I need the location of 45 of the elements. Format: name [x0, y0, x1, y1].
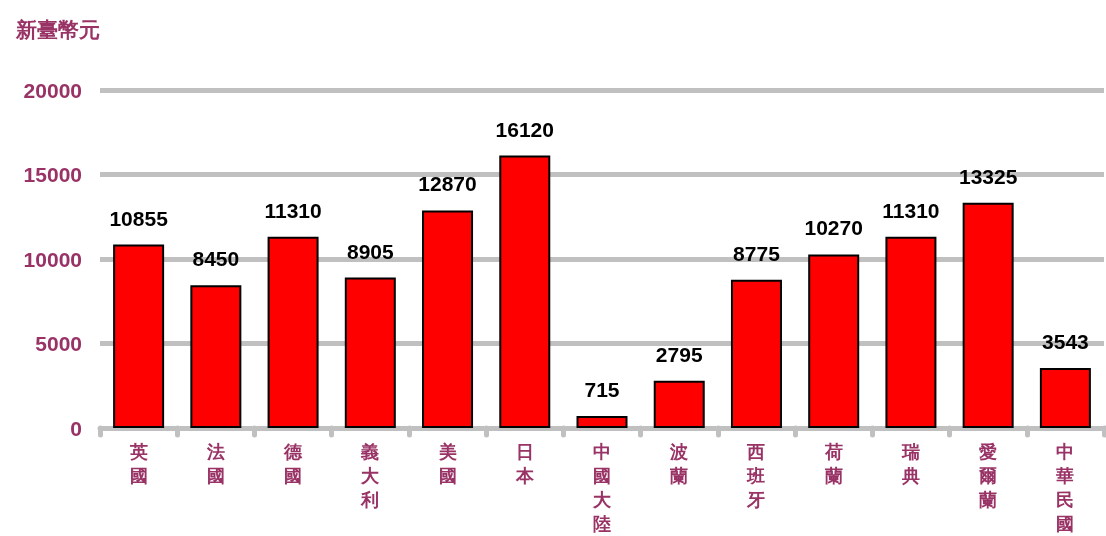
bar [190, 285, 242, 428]
data-label: 11310 [882, 198, 940, 222]
data-label: 2795 [655, 342, 703, 366]
bar [113, 244, 165, 428]
x-tick-label: 愛爾蘭 [978, 442, 998, 510]
x-tick-label: 中華民國 [1055, 442, 1075, 534]
y-axis-title: 新臺幣元 [15, 17, 100, 42]
bar [576, 415, 628, 428]
data-label: 12870 [418, 172, 477, 196]
x-tick-label: 義大利 [360, 442, 381, 510]
data-label: 8905 [346, 239, 394, 263]
x-tick-label: 法國 [205, 442, 225, 486]
x-tick-label: 日本 [514, 442, 535, 486]
x-tick-label: 西班牙 [746, 442, 766, 510]
x-tick-label: 中國大陸 [592, 442, 612, 534]
bar [885, 236, 937, 428]
data-label: 3543 [1042, 330, 1089, 354]
bar [730, 279, 782, 428]
y-tick-label: 20000 [23, 78, 82, 102]
data-label: 8450 [192, 247, 240, 271]
bar [344, 277, 396, 428]
y-tick-label: 15000 [23, 163, 82, 186]
x-tick-label: 美國 [437, 442, 457, 486]
x-tick-label: 波蘭 [669, 442, 689, 486]
bar [422, 210, 474, 428]
y-tick-label: 0 [70, 416, 82, 440]
data-label: 8775 [733, 241, 781, 265]
data-label: 10270 [804, 216, 863, 240]
bar [808, 254, 860, 428]
y-tick-label: 10000 [23, 247, 82, 271]
data-label: 10855 [109, 206, 169, 230]
data-label: 16120 [495, 117, 554, 141]
bar [1039, 368, 1091, 428]
data-label: 13325 [958, 164, 1018, 188]
x-tick-label: 荷蘭 [823, 442, 843, 486]
bar [653, 380, 705, 428]
y-tick-label: 5000 [35, 332, 82, 355]
x-tick-label: 瑞典 [900, 442, 920, 486]
x-tick-label: 英國 [128, 442, 148, 486]
bar [267, 236, 319, 428]
x-tick-label: 德國 [283, 442, 304, 486]
bar [499, 155, 551, 428]
data-label: 11310 [264, 198, 322, 222]
bar [962, 202, 1014, 428]
data-label: 715 [584, 377, 620, 401]
